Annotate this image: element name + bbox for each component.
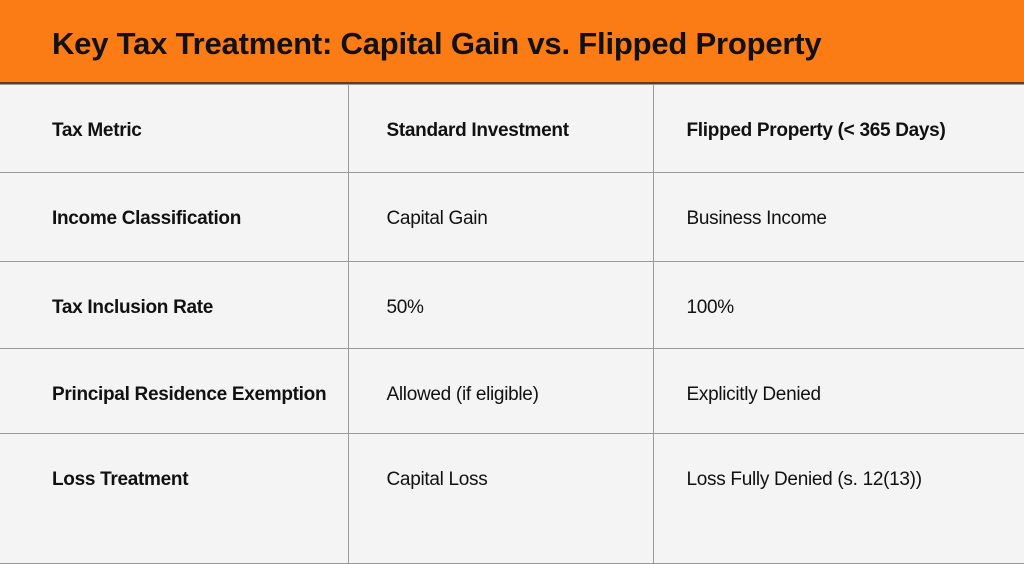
column-header: Standard Investment xyxy=(347,84,654,173)
table-cell: Principal Residence Exemption xyxy=(0,348,349,434)
column-header: Flipped Property (< 365 Days) xyxy=(652,84,1024,173)
table-cell: Allowed (if eligible) xyxy=(347,348,654,434)
comparison-table: Tax Metric Standard Investment Flipped Pro… xyxy=(0,84,1024,564)
title: Key Tax Treatment: Capital Gain vs. Flip… xyxy=(52,26,822,61)
column-header: Tax Metric xyxy=(0,84,349,173)
table-cell: Capital Gain xyxy=(347,172,654,262)
table-cell: Loss Fully Denied (s. 12(13)) xyxy=(652,433,1024,564)
header-row: Tax Metric Standard Investment Flipped Pro… xyxy=(0,84,1024,173)
table-body: Tax Metric Standard Investment Flipped Pro… xyxy=(0,84,1024,564)
table-cell: Loss Treatment xyxy=(0,433,349,564)
table-cell: Explicitly Denied xyxy=(652,348,1024,434)
table-cell: 50% xyxy=(347,261,654,349)
table-cell: Tax Inclusion Rate xyxy=(0,261,349,349)
table-cell: Capital Loss xyxy=(347,433,654,564)
table-row: Income Classification Capital Gain Busines… xyxy=(0,172,1024,262)
table-cell: Income Classification xyxy=(0,172,349,262)
table-row: Loss Treatment Capital Loss Loss Fully Den… xyxy=(0,433,1024,564)
title-banner: Key Tax Treatment: Capital Gain vs. Flip… xyxy=(0,0,1024,84)
table-row: Tax Inclusion Rate 50% 100% xyxy=(0,261,1024,349)
table-cell: Business Income xyxy=(652,172,1024,262)
table-cell: 100% xyxy=(652,261,1024,349)
table-row: Principal Residence Exemption Allowed (if… xyxy=(0,348,1024,434)
